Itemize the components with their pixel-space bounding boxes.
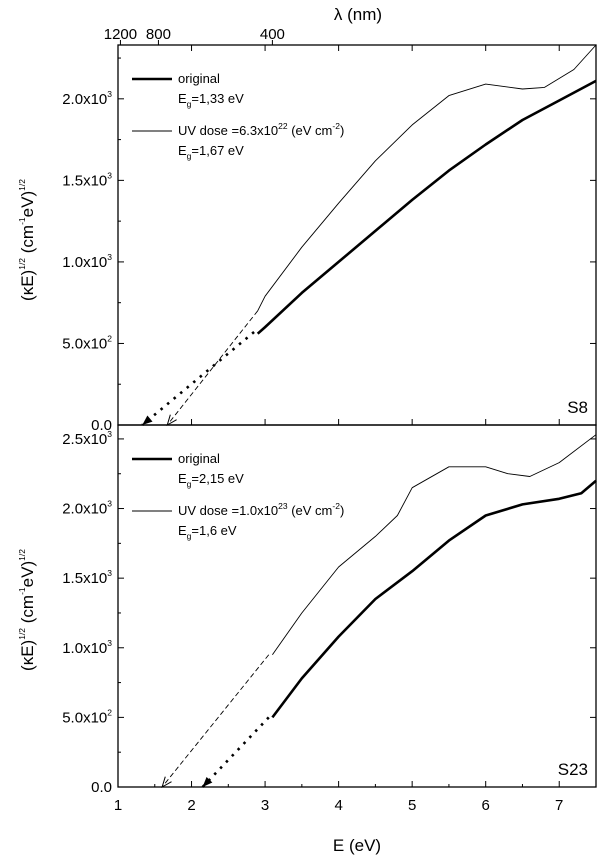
y-tick-label: 1.5x103 bbox=[62, 568, 112, 587]
legend-close: ) bbox=[340, 503, 344, 518]
arrow-head-original bbox=[202, 776, 213, 787]
legend-param-sub: g bbox=[187, 531, 192, 541]
top-tick-label: 400 bbox=[260, 26, 285, 43]
panel-label: S8 bbox=[567, 398, 588, 417]
legend-param: Eg=2,15 eV bbox=[178, 471, 244, 489]
x-axis-label: E (eV) bbox=[333, 836, 381, 855]
legend-param-sub: g bbox=[187, 99, 192, 109]
y-tick-exponent: 2 bbox=[107, 707, 112, 717]
legend-exp: 22 bbox=[278, 121, 288, 131]
arrow-head-original bbox=[142, 415, 153, 425]
top-axis-ticks: 1200 800 400 bbox=[104, 26, 285, 45]
series-original-line bbox=[256, 79, 597, 335]
top-axis-label: λ (nm) bbox=[334, 5, 382, 24]
legend-param-value: =1,67 eV bbox=[191, 143, 244, 158]
legend-param-sub: g bbox=[187, 479, 192, 489]
y-tick-label: 5.0x102 bbox=[62, 707, 112, 726]
extrapolation-original bbox=[141, 331, 255, 426]
top-tick-label: 1200 bbox=[104, 26, 137, 43]
y-tick-label: 1.0x103 bbox=[62, 252, 112, 271]
x-tick-label: 6 bbox=[482, 797, 490, 814]
x-tick-label: 2 bbox=[187, 797, 195, 814]
legend-param-value: =1,33 eV bbox=[191, 91, 244, 106]
panel-bottom: 0.0 5.0x102 1.0x103 1.5x103 2.0x103 2.5x103 or… bbox=[62, 429, 597, 796]
y-tick-label: 1.5x103 bbox=[62, 170, 112, 189]
extrapolation-uv-dose bbox=[161, 654, 270, 788]
arrow-head-uv-dose bbox=[166, 414, 177, 427]
legend-label: UV dose =6.3x1022 (eV cm-2) bbox=[178, 121, 344, 138]
y-tick-label: 1.0x103 bbox=[62, 638, 112, 657]
y-tick-exponent: 3 bbox=[107, 89, 112, 99]
legend-unit-exp: -2 bbox=[332, 501, 340, 511]
y-tick-exponent: 3 bbox=[107, 499, 112, 509]
legend-unit-exp: -2 bbox=[332, 121, 340, 131]
y-tick-label: 2.0x103 bbox=[62, 89, 112, 108]
y-tick-label: 0.0 bbox=[91, 417, 112, 434]
legend-param: Eg=1,67 eV bbox=[178, 143, 244, 161]
legend-param: Eg=1,33 eV bbox=[178, 91, 244, 109]
y-axis-label-bottom: (κE)1/2 (cm-1eV)1/2 bbox=[17, 549, 37, 671]
legend-param-sub: g bbox=[187, 151, 192, 161]
y-tick-exponent: 3 bbox=[107, 429, 112, 439]
y-tick-label: 2.5x103 bbox=[62, 429, 112, 448]
x-tick-label: 3 bbox=[261, 797, 269, 814]
y-tick-exponent: 3 bbox=[107, 568, 112, 578]
y-tick-exponent: 3 bbox=[107, 170, 112, 180]
legend-param-value: =1,6 eV bbox=[191, 523, 237, 538]
panel-bottom-frame bbox=[117, 424, 597, 788]
y-tick-label: 0.0 bbox=[91, 779, 112, 796]
legend-label: UV dose =1.0x1023 (eV cm-2) bbox=[178, 501, 344, 518]
series-uv-dose-line bbox=[272, 434, 597, 655]
panel-label: S23 bbox=[558, 760, 588, 779]
x-tick-label: 4 bbox=[334, 797, 342, 814]
legend-exp: 23 bbox=[278, 501, 288, 511]
legend-label: original bbox=[178, 451, 220, 466]
y-tick-exponent: 3 bbox=[107, 638, 112, 648]
legend-param-value: =2,15 eV bbox=[191, 471, 244, 486]
arrow-head-uv-dose bbox=[161, 776, 172, 789]
extrapolation-uv-dose bbox=[166, 310, 259, 426]
panel-top: 0.0 5.0x102 1.0x103 1.5x103 2.0x103 original E… bbox=[62, 44, 597, 434]
y-tick-exponent: 2 bbox=[107, 333, 112, 343]
extrapolation-original bbox=[201, 716, 270, 788]
y-tick-label: 5.0x102 bbox=[62, 333, 112, 352]
x-tick-label: 1 bbox=[114, 797, 122, 814]
y-tick-exponent: 3 bbox=[107, 252, 112, 262]
legend-param: Eg=1,6 eV bbox=[178, 523, 237, 541]
legend-unit: (eV cm bbox=[288, 123, 333, 138]
x-tick-label: 7 bbox=[555, 797, 563, 814]
y-axis-label-top: (κE)1/2 (cm-1eV)1/2 bbox=[17, 179, 37, 301]
series-uv-dose-line bbox=[257, 44, 597, 312]
legend-unit: (eV cm bbox=[288, 503, 333, 518]
legend-close: ) bbox=[340, 123, 344, 138]
y-tick-label: 2.0x103 bbox=[62, 499, 112, 518]
x-tick-label: 5 bbox=[408, 797, 416, 814]
legend-label: original bbox=[178, 71, 220, 86]
top-tick-label: 800 bbox=[146, 26, 171, 43]
series-original-line bbox=[271, 479, 597, 719]
